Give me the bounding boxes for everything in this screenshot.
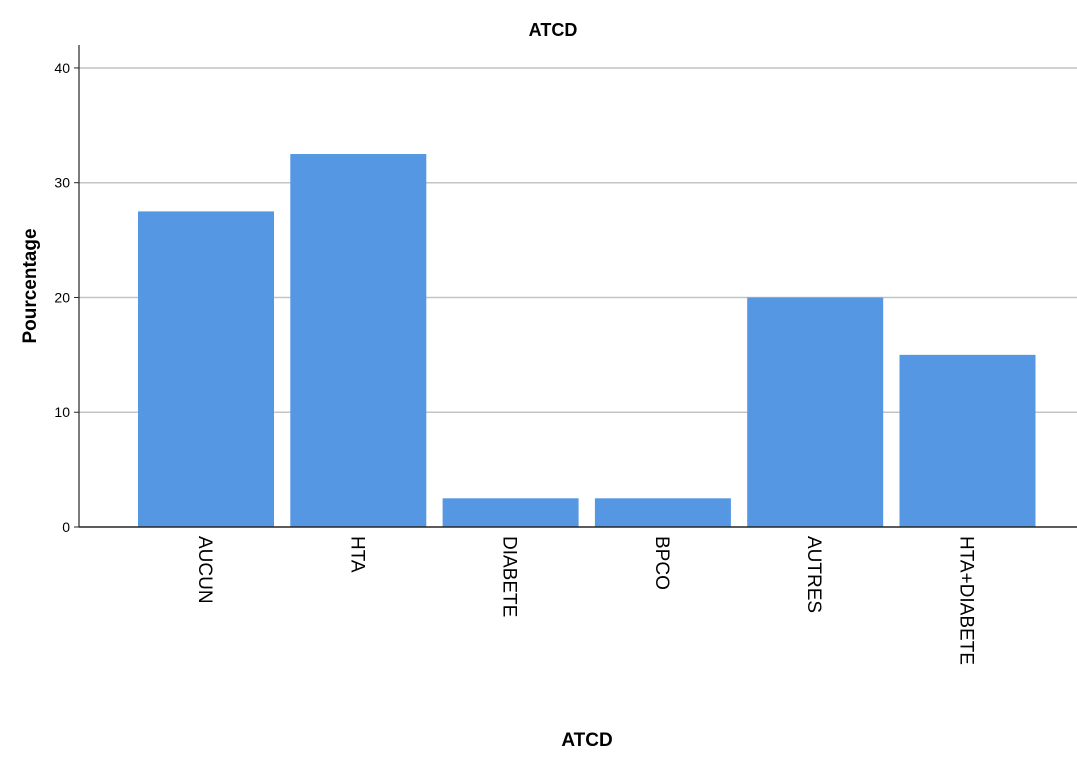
- x-tick-labels: AUCUN HTA DIABETE BPCO AUTRES HTA+DIABETE: [194, 536, 977, 665]
- x-tick-label: BPCO: [651, 536, 672, 590]
- y-tick-label: 10: [54, 404, 70, 420]
- x-tick-label: DIABETE: [499, 536, 520, 617]
- y-tick-label: 0: [62, 519, 70, 535]
- x-tick-label: HTA: [346, 536, 367, 573]
- y-tick-label: 20: [54, 289, 70, 305]
- bars: [138, 154, 1036, 527]
- chart-title: ATCD: [529, 20, 578, 40]
- bar-hta-diabete: [899, 354, 1036, 527]
- bar-bpco: [594, 498, 731, 527]
- y-tick-label: 40: [54, 60, 70, 76]
- x-axis-title: ATCD: [561, 730, 612, 751]
- y-tick-labels: 0 10 20 30 40: [54, 60, 70, 535]
- x-tick-label: HTA+DIABETE: [956, 536, 977, 665]
- y-tick-label: 30: [54, 175, 70, 191]
- bar-autres: [747, 297, 884, 527]
- bar-diabete: [442, 498, 579, 527]
- x-tick-label: AUTRES: [803, 536, 824, 613]
- bar-hta: [290, 154, 427, 527]
- y-axis-title: Pourcentage: [20, 228, 41, 343]
- axes: [78, 45, 1077, 528]
- x-tick-label: AUCUN: [194, 536, 215, 604]
- bar-aucun: [138, 211, 274, 527]
